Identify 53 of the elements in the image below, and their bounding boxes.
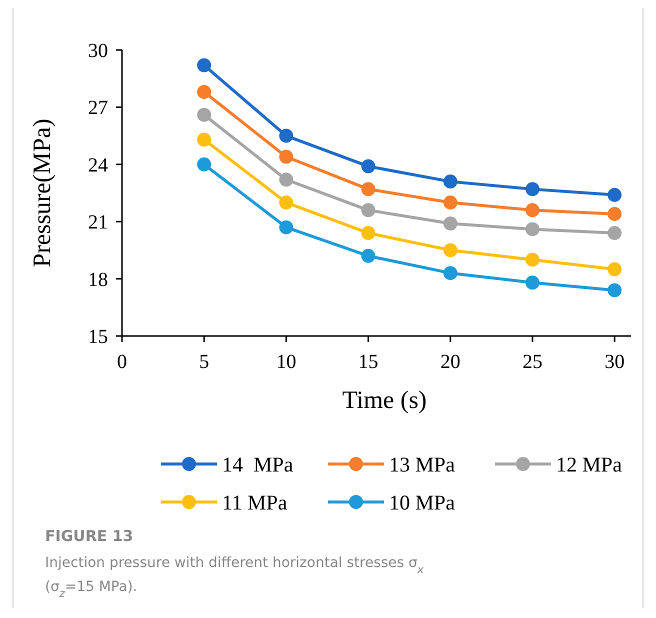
point bbox=[197, 58, 212, 72]
point bbox=[525, 276, 540, 290]
y-tick-label: 24 bbox=[88, 154, 108, 176]
point bbox=[361, 203, 376, 218]
x-tick-label: 20 bbox=[440, 351, 460, 373]
x-tick-label: 5 bbox=[199, 351, 210, 373]
legend-label: 12 MPa bbox=[556, 452, 623, 476]
point bbox=[443, 266, 458, 280]
point bbox=[279, 196, 294, 210]
point bbox=[197, 157, 212, 172]
y-tick-label: 21 bbox=[88, 212, 108, 234]
point bbox=[197, 108, 212, 122]
point bbox=[608, 188, 622, 202]
point bbox=[279, 128, 294, 143]
x-tick-label: 25 bbox=[522, 351, 542, 373]
legend-label: 11 MPa bbox=[222, 490, 288, 514]
legend-label: 10 MPa bbox=[389, 490, 456, 514]
legend-label: 14 MPa bbox=[222, 452, 294, 476]
x-tick-label: 30 bbox=[604, 351, 625, 373]
point bbox=[525, 203, 540, 218]
legend-label: 13 MPa bbox=[389, 452, 456, 476]
point bbox=[279, 150, 294, 164]
x-tick-label: 15 bbox=[358, 351, 378, 373]
point bbox=[608, 206, 622, 221]
text: Injection pressure with different horizontal stresses σ$_{x}$ bbox=[45, 555, 424, 576]
point bbox=[525, 182, 540, 196]
point bbox=[361, 159, 376, 174]
point bbox=[197, 132, 212, 147]
point bbox=[361, 226, 376, 240]
point bbox=[279, 220, 294, 234]
point bbox=[608, 262, 622, 276]
point bbox=[443, 243, 458, 258]
point bbox=[608, 283, 622, 298]
point bbox=[443, 196, 458, 210]
point bbox=[443, 174, 458, 189]
point bbox=[608, 226, 622, 240]
x-tick-label: 0 bbox=[117, 351, 127, 373]
point bbox=[361, 248, 376, 263]
x-tick-label: 10 bbox=[276, 351, 296, 373]
text: (σ$_{z}$=15 MPa). bbox=[45, 579, 138, 600]
caption: FIGURE 13 bbox=[45, 527, 134, 545]
point bbox=[443, 216, 458, 231]
point bbox=[525, 252, 540, 267]
point bbox=[197, 84, 212, 99]
point bbox=[279, 172, 294, 187]
y-tick-label: 30 bbox=[88, 40, 108, 62]
x-axis-title: Time (s) bbox=[342, 387, 427, 414]
y-tick-label: 18 bbox=[88, 268, 108, 291]
y-tick-label: 27 bbox=[88, 97, 108, 120]
y-axis-title: Pressure(MPa) bbox=[29, 118, 56, 268]
y-tick-label: 15 bbox=[88, 326, 108, 348]
point bbox=[361, 182, 376, 196]
point bbox=[525, 222, 540, 236]
